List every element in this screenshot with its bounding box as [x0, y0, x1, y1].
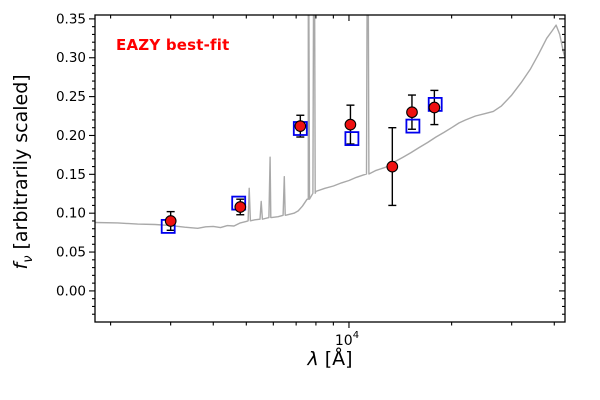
plot-area	[95, 15, 565, 234]
x-axis-symbol: λ	[307, 348, 319, 370]
y-axis-symbol: f	[10, 262, 33, 270]
y-tick-label: 0.20	[56, 128, 86, 144]
y-tick-label: 0.00	[56, 283, 86, 299]
x-axis-label: λ [Å]	[95, 348, 565, 370]
observed-photometry-point	[428, 101, 441, 114]
observed-photometry-point	[234, 201, 247, 213]
y-axis-label-rest: [arbitrarily scaled]	[10, 74, 33, 256]
y-tick-label: 0.25	[56, 89, 86, 105]
model-photometry-point	[405, 118, 421, 134]
axes-frame	[94, 14, 566, 323]
x-axis-label-rest: [Å]	[318, 348, 353, 370]
y-axis-label: fν [arbitrarily scaled]	[9, 2, 41, 342]
annotation-eazy: EAZY best-fit	[116, 36, 230, 54]
y-tick-label: 0.10	[56, 206, 86, 222]
tick-labels: 0.00 0.05 0.10 0.15 0.20 0.25 0.30 0.35 104	[56, 11, 359, 349]
observed-photometry-point	[294, 120, 307, 132]
observed-photometry-point	[344, 118, 357, 131]
ticks	[89, 15, 565, 328]
y-tick-label: 0.30	[56, 50, 86, 66]
y-tick-label: 0.05	[56, 245, 86, 261]
observed-photometry-point	[386, 160, 399, 173]
observed-photometry-point	[164, 215, 177, 227]
model-spectrum-line	[95, 15, 565, 229]
model-photometry-point	[344, 131, 360, 147]
x-tick-label: 104	[335, 330, 359, 349]
observed-photometry-point	[406, 106, 418, 119]
y-tick-label: 0.15	[56, 167, 86, 183]
y-tick-label: 0.35	[56, 11, 86, 27]
y-axis-subscript: ν	[20, 255, 36, 263]
